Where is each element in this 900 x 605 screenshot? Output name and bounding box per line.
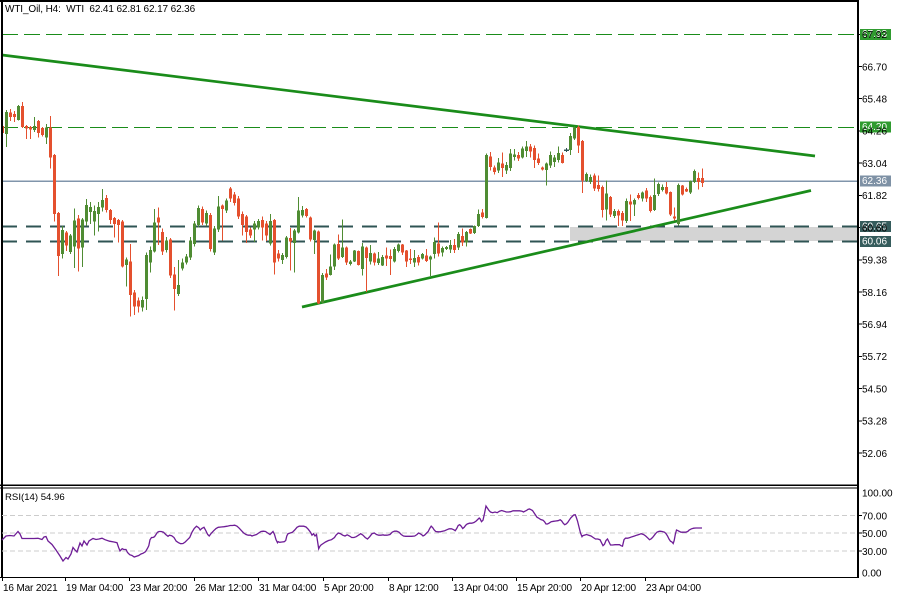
svg-text:31 Mar 04:00: 31 Mar 04:00 <box>259 583 317 594</box>
svg-text:60.65: 60.65 <box>862 221 887 232</box>
svg-text:64.20: 64.20 <box>862 122 887 133</box>
svg-text:RSI(14) 54.96: RSI(14) 54.96 <box>5 492 65 503</box>
svg-text:23 Mar 20:00: 23 Mar 20:00 <box>130 583 188 594</box>
svg-text:8 Apr 12:00: 8 Apr 12:00 <box>389 583 439 594</box>
svg-text:62.36: 62.36 <box>862 176 887 187</box>
svg-text:56.94: 56.94 <box>862 320 887 331</box>
svg-text:64.26: 64.26 <box>862 127 887 138</box>
svg-text:52.06: 52.06 <box>862 449 887 460</box>
svg-text:16 Mar 2021: 16 Mar 2021 <box>3 583 58 594</box>
svg-text:54.50: 54.50 <box>862 384 887 395</box>
svg-text:30.00: 30.00 <box>862 547 887 558</box>
svg-text:100.00: 100.00 <box>862 489 893 500</box>
svg-text:20 Apr 12:00: 20 Apr 12:00 <box>581 583 637 594</box>
svg-text:67.92: 67.92 <box>862 30 887 41</box>
svg-text:63.04: 63.04 <box>862 159 887 170</box>
svg-text:55.72: 55.72 <box>862 352 887 363</box>
svg-text:70.00: 70.00 <box>862 511 887 522</box>
svg-text:23 Apr 04:00: 23 Apr 04:00 <box>646 583 702 594</box>
svg-text:WTI_Oil, H4: WTI 62.41 62.81: WTI_Oil, H4: WTI 62.41 62.81 62.17 62.36 <box>5 4 196 15</box>
svg-text:26 Mar 12:00: 26 Mar 12:00 <box>195 583 253 594</box>
svg-text:50.00: 50.00 <box>862 529 887 540</box>
svg-text:59.38: 59.38 <box>862 256 887 267</box>
svg-text:53.28: 53.28 <box>862 417 887 428</box>
svg-text:65.48: 65.48 <box>862 95 887 106</box>
svg-text:66.70: 66.70 <box>862 62 887 73</box>
svg-text:5 Apr 20:00: 5 Apr 20:00 <box>324 583 374 594</box>
svg-text:15 Apr 20:00: 15 Apr 20:00 <box>517 583 573 594</box>
svg-text:60.06: 60.06 <box>862 236 887 247</box>
svg-text:58.16: 58.16 <box>862 288 887 299</box>
svg-text:61.82: 61.82 <box>862 191 887 202</box>
svg-text:60.60: 60.60 <box>862 223 887 234</box>
svg-text:0.00: 0.00 <box>862 569 882 580</box>
svg-text:67.93: 67.93 <box>862 29 887 40</box>
svg-text:19 Mar 04:00: 19 Mar 04:00 <box>66 583 124 594</box>
svg-text:13 Apr 04:00: 13 Apr 04:00 <box>453 583 509 594</box>
